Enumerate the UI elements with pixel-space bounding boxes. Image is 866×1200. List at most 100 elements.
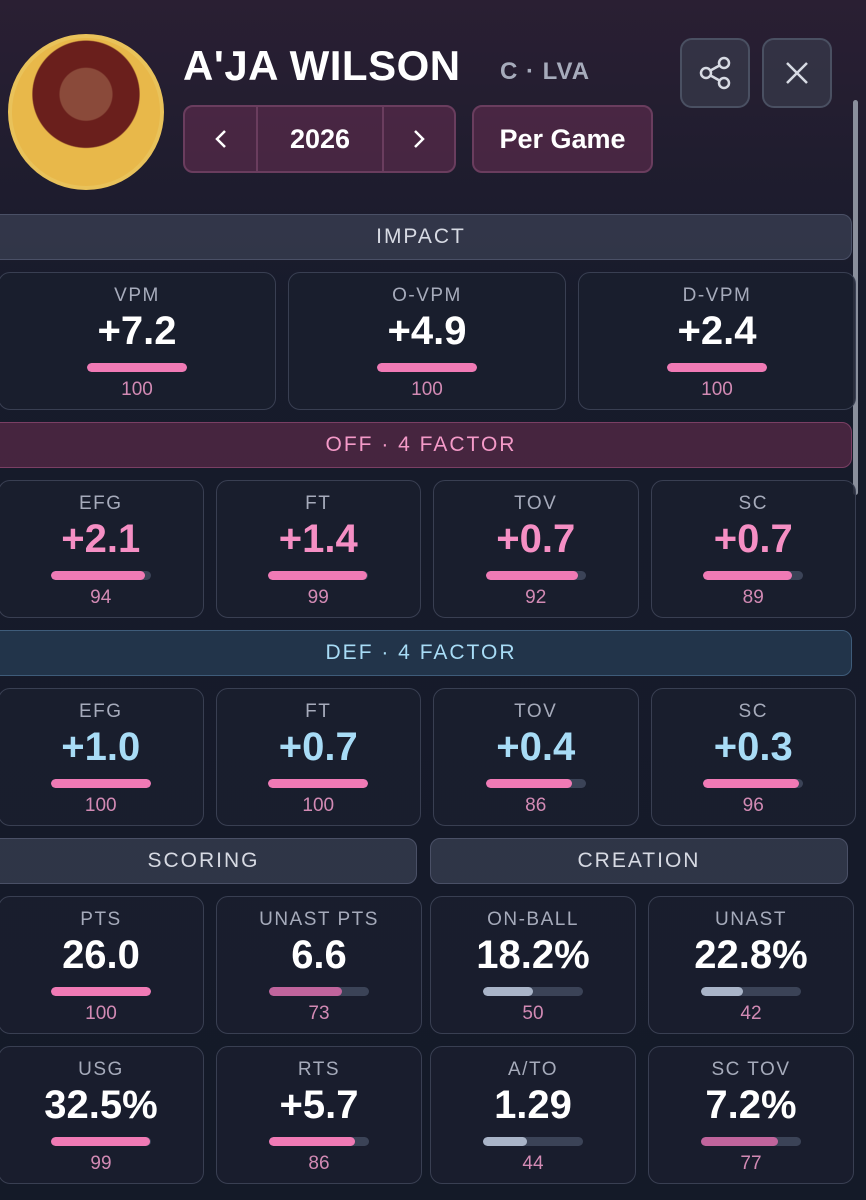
stat-card: UNAST PTS 6.6 73 <box>216 896 422 1034</box>
season: 2026 <box>289 124 351 154</box>
stat-label: O-VPM <box>392 285 462 306</box>
percentile-label: 94 <box>90 587 112 608</box>
stat-card: A/TO 1.29 44 <box>430 1046 636 1184</box>
percentile-track <box>268 571 369 580</box>
stat-label: FT <box>305 493 332 514</box>
stat-label: TOV <box>514 701 558 722</box>
stat-value: 22.8% <box>694 933 808 977</box>
percentile-bar <box>703 571 793 580</box>
stat-card: FT +1.4 99 <box>215 480 421 618</box>
stat-label: USG <box>78 1059 124 1080</box>
stat-card: ON-BALL 18.2% 50 <box>430 896 636 1034</box>
percentile-track <box>269 1137 369 1146</box>
percentile-track <box>377 363 477 372</box>
stat-card: EFG +2.1 94 <box>0 480 204 618</box>
stat-label: PTS <box>80 909 122 930</box>
stat-label: RTS <box>297 1059 341 1080</box>
percentile-bar <box>269 1137 355 1146</box>
mode-button[interactable]: Per Game <box>472 105 653 173</box>
stat-label: EFG <box>78 701 123 722</box>
percentile-bar <box>268 571 368 580</box>
percentile-bar <box>667 363 767 372</box>
stat-card: SC +0.3 96 <box>650 688 856 826</box>
share-icon <box>699 56 731 90</box>
stat-value: +0.7 <box>713 517 793 561</box>
percentile-track <box>483 987 583 996</box>
stat-value: +2.1 <box>61 517 141 561</box>
stat-label: UNAST PTS <box>259 909 379 930</box>
stat-value: +0.7 <box>496 517 576 561</box>
stat-value: 6.6 <box>291 933 347 977</box>
season-nav: 2026 <box>183 105 456 173</box>
percentile-track <box>703 571 804 580</box>
stat-card: TOV +0.4 86 <box>433 688 639 826</box>
percentile-bar <box>51 987 151 996</box>
stat-value: +4.9 <box>387 309 467 353</box>
stat-label: SC <box>738 493 768 514</box>
percentile-bar <box>701 1137 778 1146</box>
stat-label: VPM <box>114 285 160 306</box>
player-name: A'JA WILSON <box>183 42 461 89</box>
section-header: OFF · 4 FACTOR <box>0 422 852 468</box>
percentile-track <box>485 571 586 580</box>
close-button[interactable] <box>762 38 832 108</box>
stat-card: RTS +5.7 86 <box>216 1046 422 1184</box>
percentile-bar <box>269 987 342 996</box>
percentile-label: 86 <box>525 795 547 816</box>
percentile-track <box>703 779 804 788</box>
percentile-track <box>485 779 586 788</box>
percentile-label: 99 <box>307 587 329 608</box>
percentile-track <box>701 1137 801 1146</box>
percentile-label: 92 <box>525 587 547 608</box>
percentile-track <box>51 1137 151 1146</box>
stat-label: SC <box>738 701 768 722</box>
percentile-label: 77 <box>740 1153 762 1174</box>
stat-card: SC TOV 7.2% 77 <box>648 1046 854 1184</box>
percentile-bar <box>50 779 151 788</box>
stat-value: +2.4 <box>677 309 757 353</box>
share-button[interactable] <box>680 38 750 108</box>
stat-card: UNAST 22.8% 42 <box>648 896 854 1034</box>
percentile-label: 89 <box>742 587 764 608</box>
avatar <box>8 34 164 190</box>
percentile-track <box>50 779 151 788</box>
stat-value: 7.2% <box>705 1083 797 1127</box>
percentile-bar <box>51 1137 150 1146</box>
stat-value: 32.5% <box>44 1083 158 1127</box>
percentile-track <box>50 571 151 580</box>
stat-label: A/TO <box>508 1059 558 1080</box>
section-header: DEF · 4 FACTOR <box>0 630 852 676</box>
percentile-bar <box>268 779 369 788</box>
percentile-bar <box>50 571 145 580</box>
percentile-track <box>483 1137 583 1146</box>
percentile-bar <box>703 779 800 788</box>
percentile-label: 44 <box>522 1153 544 1174</box>
stat-value: 18.2% <box>476 933 590 977</box>
percentile-bar <box>483 1137 527 1146</box>
percentile-track <box>51 987 151 996</box>
section-header: IMPACT <box>0 214 852 260</box>
stat-card: D-VPM +2.4 100 <box>578 272 856 410</box>
percentile-bar <box>87 363 187 372</box>
section-header: SCORING <box>0 838 417 884</box>
percentile-label: 100 <box>85 1003 117 1024</box>
percentile-bar <box>377 363 477 372</box>
percentile-label: 96 <box>742 795 764 816</box>
chevron-left <box>214 130 226 148</box>
stat-value: +1.0 <box>61 725 141 769</box>
prev-season[interactable] <box>185 107 258 171</box>
percentile-track <box>87 363 187 372</box>
percentile-label: 100 <box>121 379 153 400</box>
stat-label: D-VPM <box>682 285 752 306</box>
percentile-bar <box>485 571 578 580</box>
stat-card: TOV +0.7 92 <box>433 480 639 618</box>
stat-value: +0.3 <box>713 725 793 769</box>
stat-label: SC TOV <box>711 1059 791 1080</box>
percentile-label: 99 <box>90 1153 112 1174</box>
stat-card: EFG +1.0 100 <box>0 688 204 826</box>
next-season[interactable] <box>382 107 454 171</box>
percentile-label: 42 <box>740 1003 762 1024</box>
percentile-label: 50 <box>522 1003 544 1024</box>
stat-value: +7.2 <box>97 309 177 353</box>
